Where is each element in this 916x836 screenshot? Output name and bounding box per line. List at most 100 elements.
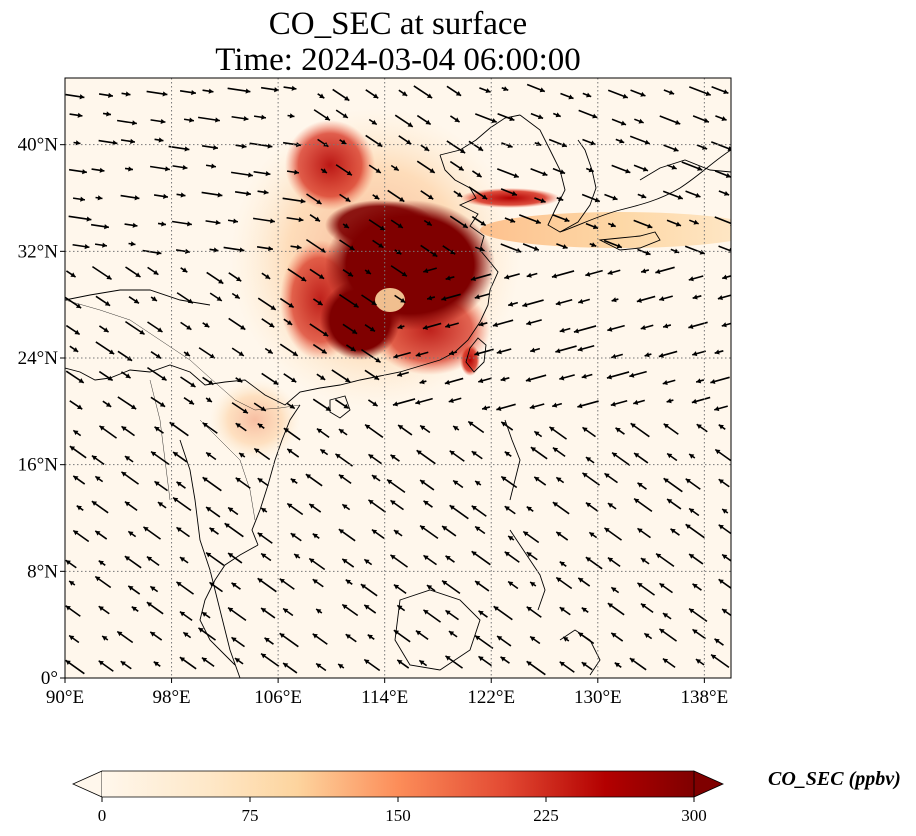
wind-arrow bbox=[202, 322, 210, 328]
wind-arrow bbox=[305, 473, 323, 487]
wind-arrow bbox=[577, 631, 595, 645]
wind-arrow bbox=[209, 527, 219, 535]
wind-arrow bbox=[445, 555, 455, 563]
wind-arrow bbox=[507, 535, 515, 541]
wind-arrow bbox=[423, 500, 433, 508]
wind-arrow bbox=[257, 189, 269, 195]
wind-arrow bbox=[496, 348, 512, 355]
wind-arrow bbox=[585, 222, 599, 230]
wind-arrow bbox=[117, 396, 137, 410]
coastlines bbox=[65, 114, 731, 678]
wind-arrow bbox=[717, 294, 731, 301]
wind-arrow bbox=[290, 532, 302, 542]
wind-arrow bbox=[551, 270, 575, 279]
wind-arrow bbox=[98, 660, 114, 672]
wind-arrow bbox=[396, 659, 410, 669]
wind-arrow bbox=[478, 610, 488, 618]
map-panel: 90°E 98°E 106°E 114°E 122°E 130°E 138°E 0° 8°N 16… bbox=[18, 77, 732, 708]
wind-arrow bbox=[101, 635, 109, 641]
wind-arrow bbox=[555, 576, 573, 590]
wind-arrow bbox=[197, 627, 217, 641]
wind-arrow bbox=[526, 551, 538, 561]
wind-arrow bbox=[257, 297, 277, 311]
wind-arrow bbox=[500, 376, 510, 382]
wind-arrow bbox=[98, 560, 106, 566]
wind-arrow bbox=[345, 633, 357, 643]
wind-arrow bbox=[453, 190, 463, 198]
wind-arrow bbox=[658, 628, 678, 642]
wind-arrow bbox=[98, 370, 114, 382]
wind-arrow bbox=[630, 89, 646, 97]
wind-arrow bbox=[205, 163, 217, 169]
wind-arrow bbox=[474, 480, 482, 486]
wind-arrow bbox=[607, 89, 629, 99]
wind-arrow bbox=[501, 86, 509, 92]
wind-arrow bbox=[422, 322, 442, 330]
wind-arrow bbox=[633, 399, 645, 405]
wind-arrow bbox=[607, 556, 621, 568]
wind-arrow bbox=[342, 269, 354, 277]
wind-arrow bbox=[315, 608, 323, 614]
wind-arrow bbox=[124, 555, 142, 569]
wind-arrow bbox=[507, 580, 519, 590]
wind-arrow bbox=[227, 218, 239, 224]
wind-arrow bbox=[419, 379, 427, 385]
wind-arrow bbox=[390, 499, 404, 511]
wind-arrow bbox=[559, 374, 575, 381]
wind-arrow bbox=[279, 297, 295, 309]
wind-arrow bbox=[334, 453, 354, 467]
wind-arrow bbox=[227, 87, 251, 94]
wind-arrow bbox=[124, 455, 134, 463]
wind-arrow bbox=[334, 398, 350, 410]
wind-arrow bbox=[341, 603, 359, 617]
wind-arrow bbox=[689, 219, 699, 225]
wind-arrow bbox=[368, 118, 378, 126]
wind-arrow bbox=[718, 478, 730, 488]
wind-arrow bbox=[147, 266, 159, 276]
wind-arrow bbox=[684, 245, 706, 255]
wind-arrow bbox=[444, 655, 464, 669]
wind-arrow bbox=[692, 583, 702, 591]
wind-arrow bbox=[393, 629, 411, 643]
wind-arrow bbox=[663, 89, 675, 95]
wind-arrow bbox=[633, 452, 649, 464]
wind-arrow bbox=[102, 400, 112, 408]
wind-arrow bbox=[721, 508, 729, 514]
wind-arrow bbox=[231, 115, 249, 122]
wind-arrow bbox=[179, 656, 197, 670]
wind-arrow bbox=[629, 135, 651, 145]
wind-arrow bbox=[154, 137, 164, 143]
wind-arrow bbox=[529, 635, 541, 645]
wind-arrow bbox=[65, 659, 85, 675]
wind-arrow bbox=[552, 446, 566, 458]
wind-arrow bbox=[692, 294, 702, 300]
wind-arrow bbox=[710, 653, 730, 669]
wind-arrow bbox=[607, 502, 617, 510]
wind-arrow bbox=[526, 272, 538, 278]
wind-arrow bbox=[637, 248, 651, 256]
wind-arrow bbox=[555, 476, 565, 484]
wind-arrow bbox=[667, 164, 677, 170]
wind-arrow bbox=[312, 343, 328, 355]
wind-arrow bbox=[711, 85, 729, 95]
wind-arrow bbox=[394, 249, 402, 255]
wind-arrow bbox=[157, 221, 167, 227]
wind-arrow bbox=[338, 293, 360, 309]
wind-arrow bbox=[644, 352, 652, 358]
wind-arrow bbox=[201, 144, 219, 151]
wind-arrow bbox=[235, 477, 251, 489]
wind-arrow bbox=[692, 115, 710, 123]
wind-arrow bbox=[607, 269, 621, 276]
wind-arrow bbox=[666, 219, 682, 227]
lon-tick-label: 98°E bbox=[152, 687, 190, 708]
wind-arrow bbox=[231, 636, 245, 648]
wind-arrow bbox=[205, 451, 217, 461]
wind-arrow bbox=[529, 347, 541, 353]
wind-arrow bbox=[714, 405, 728, 412]
wind-arrow bbox=[91, 500, 109, 514]
wind-arrow bbox=[655, 266, 675, 274]
wind-arrow bbox=[479, 87, 491, 93]
wind-arrow bbox=[283, 318, 293, 326]
wind-arrow bbox=[442, 245, 456, 255]
wind-arrow bbox=[257, 423, 265, 429]
